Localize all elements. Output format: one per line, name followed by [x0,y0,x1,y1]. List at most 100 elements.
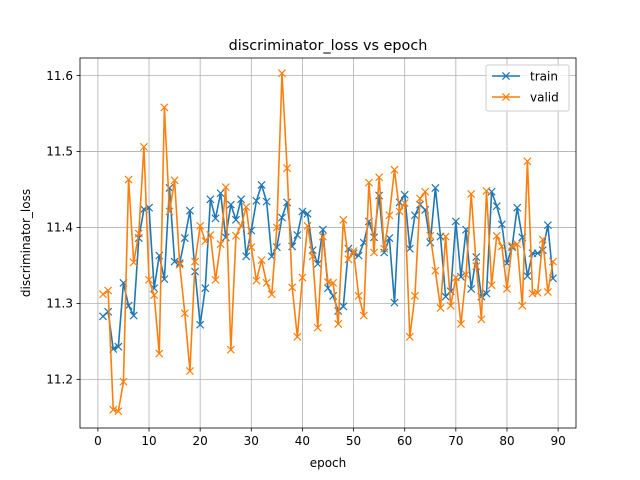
x-tick-label: 60 [397,434,412,448]
data-point-valid [196,221,205,230]
legend-items: train valid [492,69,559,104]
x-tick-label: 50 [346,434,361,448]
data-point-valid [313,323,322,332]
data-point-train [242,252,251,261]
data-point-train [410,211,419,220]
data-point-valid [513,240,522,249]
data-point-train [293,230,302,240]
data-point-valid [482,186,491,195]
data-point-valid [283,164,292,173]
data-point-valid [518,301,527,310]
data-point-train [211,214,220,223]
data-point-valid [441,232,450,241]
series-valid [98,69,558,416]
data-point-valid [262,278,271,287]
data-point-train [380,248,389,257]
data-point-train [206,195,215,204]
data-point-train [298,207,307,216]
data-point-valid [349,246,358,256]
data-point-valid [201,237,210,246]
legend: train valid [485,64,570,112]
x-tick-label: 0 [94,434,102,448]
data-point-valid [543,287,552,297]
x-tick-label: 10 [141,434,156,448]
data-point-train [400,190,409,199]
data-point-train [313,259,322,268]
data-point-valid [114,407,123,416]
y-tick-label: 11.5 [46,145,73,159]
data-point-train [318,225,327,234]
legend-marker-train [501,71,511,81]
data-point-train [262,197,271,206]
data-point-valid [134,229,143,238]
data-point-valid [508,241,517,250]
data-point-train [426,238,435,247]
data-point-valid [288,283,297,292]
data-point-valid [191,257,200,266]
data-point-valid [155,349,164,358]
data-point-valid [318,232,327,241]
legend-marker-valid [501,92,511,102]
data-point-valid [380,244,389,253]
plot-frame [79,57,577,429]
data-point-valid [467,189,476,199]
data-point-valid [237,221,246,230]
data-point-train [405,244,414,253]
y-axis: 11.2 11.3 11.4 11.5 11.6 [46,69,80,387]
legend-label-valid: valid [530,90,559,104]
data-point-train [451,217,460,226]
chart-title: discriminator_loss vs epoch [229,38,428,54]
data-point-valid [421,187,430,196]
data-point-train [160,275,169,284]
data-point-valid [533,288,542,297]
y-axis-label: discriminator_loss [19,189,33,297]
data-point-valid [308,252,317,261]
data-point-valid [538,235,547,244]
series-group [98,69,558,416]
x-axis: 0 10 20 30 40 50 60 70 80 90 [94,428,566,448]
data-point-train [533,249,542,258]
data-point-valid [334,319,343,328]
data-point-valid [104,286,113,295]
data-point-train [226,200,235,209]
data-point-valid [497,242,506,251]
data-point-train [237,195,246,204]
data-point-train [114,342,123,351]
data-point-train [369,233,379,242]
data-point-train [543,221,552,230]
data-point-valid [344,255,353,264]
data-point-valid [180,309,189,318]
data-point-train [129,311,138,320]
data-point-train [185,206,194,215]
data-point-valid [129,258,138,267]
data-point-valid [170,176,179,185]
data-point-valid [165,207,174,216]
data-point-valid [426,231,435,240]
data-point-valid [145,275,154,284]
data-point-valid [477,315,486,324]
data-point-valid [410,291,419,300]
data-point-valid [329,278,338,287]
y-tick-label: 11.4 [46,221,73,235]
data-point-valid [431,266,440,275]
data-point-train [180,234,189,243]
data-point-valid [492,231,501,240]
x-tick-label: 70 [448,434,463,448]
data-point-train [252,196,261,205]
data-point-valid [139,142,148,151]
data-point-valid [124,175,133,184]
data-point-valid [400,199,409,208]
data-point-train [165,183,174,192]
data-point-valid [446,301,455,310]
data-point-valid [523,157,532,166]
data-point-valid [339,215,348,224]
data-point-valid [231,231,240,240]
data-point-valid [175,260,184,269]
data-point-train [231,215,240,224]
data-point-valid [462,270,471,279]
x-tick-label: 20 [193,434,208,448]
data-point-train [513,203,522,212]
y-tick-label: 11.2 [46,373,73,387]
data-point-valid [267,290,276,299]
